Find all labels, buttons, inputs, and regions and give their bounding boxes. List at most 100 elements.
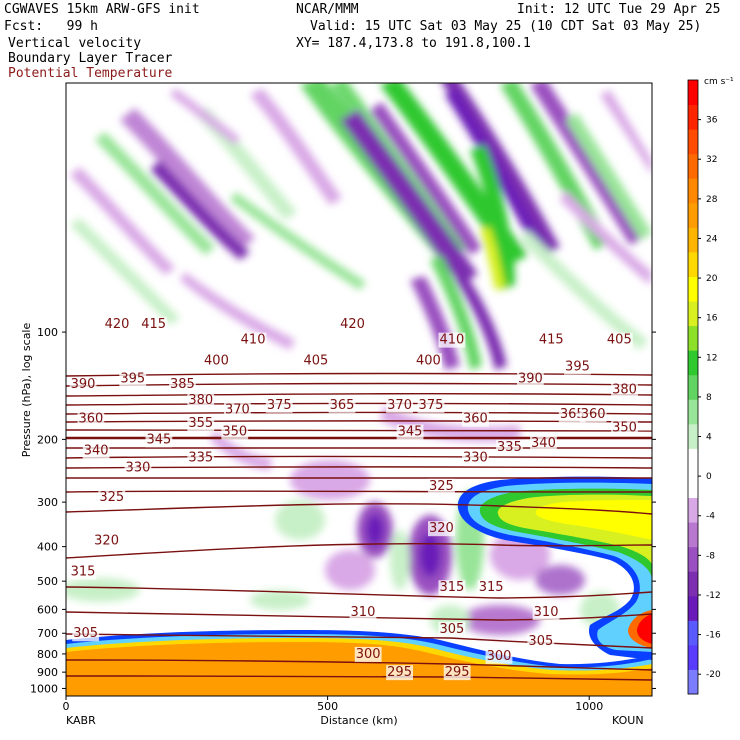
isentrope-label: 325 xyxy=(99,490,124,505)
plot-frame xyxy=(65,82,653,697)
isentrope-label-bg xyxy=(477,580,505,596)
isentrope-label-bg xyxy=(462,450,489,466)
y-axis: 100 200 300 400 500 600 700 800 900 1000 xyxy=(30,326,656,695)
colorbar-tick-label: 8 xyxy=(706,393,712,403)
colorbar-swatch xyxy=(688,669,698,695)
colorbar-tick-label: 32 xyxy=(706,155,717,165)
isentrope-label: 310 xyxy=(351,605,376,620)
isentrope-label: 305 xyxy=(439,622,464,637)
x-axis-title: Distance (km) xyxy=(320,714,397,727)
isentrope-label-bg xyxy=(605,332,633,348)
isentrope-label: 380 xyxy=(612,383,637,398)
y-axis-title: Pressure (hPa), log scale xyxy=(20,323,33,458)
colorbar-tick-label: -12 xyxy=(706,591,721,601)
field-label-boundary-layer: Boundary Layer Tracer xyxy=(8,51,173,66)
isentrope-label: 360 xyxy=(463,412,488,427)
valid-time: Valid: 15 UTC Sat 03 May 25 (10 CDT Sat … xyxy=(310,19,702,34)
isentrope-label-bg xyxy=(558,407,586,423)
isentrope-label: 335 xyxy=(497,440,522,455)
colorbar-swatch xyxy=(688,448,698,474)
colorbar-swatch xyxy=(688,153,698,179)
isentrope-label-bg xyxy=(187,450,215,466)
isentrope-label: 295 xyxy=(445,665,470,680)
endpoint-right: KOUN xyxy=(612,714,644,727)
isentrope-label: 420 xyxy=(340,317,365,332)
isentrope-label-bg xyxy=(438,332,466,348)
isentrope-label: 355 xyxy=(188,416,213,431)
isentrope-label-bg xyxy=(428,521,455,537)
y-tick-label: 1000 xyxy=(30,682,58,695)
isentrope-label-bg xyxy=(354,646,382,662)
colorbar-swatch xyxy=(688,571,698,597)
isentrope-label-bg xyxy=(438,621,466,637)
isentrope-label-bg xyxy=(69,377,97,393)
forecast-hour: Fcst: 99 h xyxy=(4,19,98,34)
model-title: CGWAVES 15km ARW-GFS init xyxy=(4,2,200,17)
colorbar-tick-label: -20 xyxy=(706,670,721,680)
isentrope-label-bg xyxy=(611,382,638,398)
colorbar-swatch xyxy=(688,178,698,204)
colorbar-unit: cm s⁻¹ xyxy=(704,77,734,87)
isentrope-label-bg xyxy=(527,633,555,649)
isentrope-label: 335 xyxy=(188,451,213,466)
isentrope-label-bg xyxy=(119,371,147,387)
isentrope-label-bg xyxy=(169,377,196,393)
isentrope-label-bg xyxy=(396,424,424,440)
y-tick-label: 300 xyxy=(37,496,58,509)
isentrope-label-bg xyxy=(349,604,377,620)
colorbar-tick-label: 36 xyxy=(706,116,718,126)
colorbar-tick-label: 0 xyxy=(706,472,712,482)
colorbar-frame xyxy=(687,79,699,695)
colorbar-swatch xyxy=(688,644,698,670)
isentrope-label-bg xyxy=(187,392,215,408)
y-tick-label: 600 xyxy=(37,603,58,616)
isentrope-label-bg xyxy=(98,489,126,505)
colorbar-swatch xyxy=(688,80,698,106)
y-tick-label: 200 xyxy=(37,433,58,446)
isentrope-label-bg xyxy=(537,332,565,348)
isentrope-label: 375 xyxy=(267,398,292,413)
isentrope-label-bg xyxy=(579,407,607,423)
isentrope-label: 400 xyxy=(416,353,441,368)
y-tick-label: 500 xyxy=(37,575,58,588)
field-label-vertical-velocity: Vertical velocity xyxy=(8,36,142,51)
field-label-potential-temperature: Potential Temperature xyxy=(8,66,173,81)
isentrope-label: 320 xyxy=(429,521,454,536)
y-tick-label: 700 xyxy=(37,627,58,640)
colorbar: 36 32 28 24 20 16 12 8 4 0 -4 -8 -12 -16 -20 xyxy=(687,79,721,695)
y-tick-label: 900 xyxy=(37,666,58,679)
org-label: NCAR/MMM xyxy=(296,2,359,17)
colorbar-swatch xyxy=(688,325,698,351)
isentrope-label-bg xyxy=(302,353,330,369)
colorbar-swatch xyxy=(688,497,698,523)
cross-section-endpoints: XY= 187.4,173.8 to 191.8,100.1 xyxy=(296,36,531,51)
isentrope-label: 305 xyxy=(73,626,98,641)
isentrope-label-bg xyxy=(496,439,523,455)
colorbar-tick-label: 20 xyxy=(706,274,718,284)
y-tick-label: 400 xyxy=(37,541,58,554)
y-tick-label: 800 xyxy=(37,648,58,661)
isentrope-label: 370 xyxy=(387,398,412,413)
x-tick-label: 500 xyxy=(317,700,338,713)
isentrope-label-bg xyxy=(203,353,230,369)
isentrope-label: 325 xyxy=(429,479,454,494)
isentrope-label-bg xyxy=(103,317,131,333)
colorbar-swatch xyxy=(688,399,698,425)
colorbar-tick-label: 28 xyxy=(706,195,718,205)
isentrope-label-bg xyxy=(443,665,471,681)
isentrope-label-bg xyxy=(386,397,413,413)
colorbar-swatch xyxy=(688,546,698,572)
isentrope-label: 300 xyxy=(356,647,381,662)
isentrope-label: 350 xyxy=(222,424,247,439)
isentrope-label-bg xyxy=(221,424,249,440)
isentrope-label: 330 xyxy=(126,461,151,476)
isentrope-label-bg xyxy=(77,411,105,427)
isentrope-label-bg xyxy=(438,580,466,596)
colorbar-tick-label: -8 xyxy=(706,551,715,561)
isentrope-label: 370 xyxy=(225,403,250,418)
isentrope-label-bg xyxy=(414,353,442,369)
isentrope-label: 305 xyxy=(528,634,553,649)
